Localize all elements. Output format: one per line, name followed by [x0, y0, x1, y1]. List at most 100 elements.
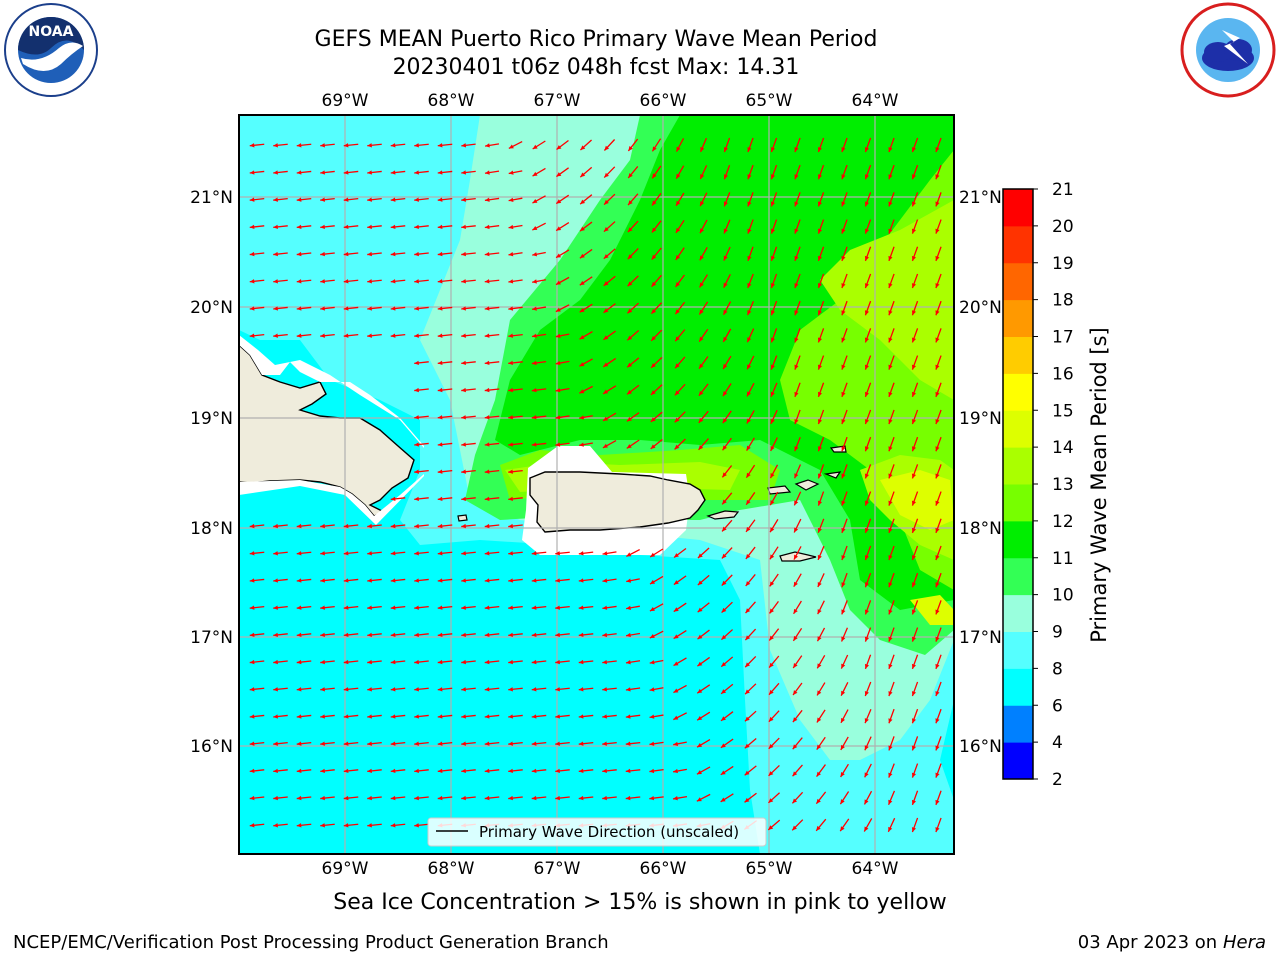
- wave-arrow-head: [367, 279, 372, 284]
- wave-arrow-head: [697, 634, 703, 640]
- wave-arrow-head: [770, 527, 775, 533]
- wave-arrow-head: [579, 280, 585, 286]
- wave-arrow-head: [414, 415, 419, 420]
- wave-arrow-head: [249, 687, 255, 692]
- colorbar-tick-label: 9: [1052, 623, 1063, 643]
- wave-arrow-head: [770, 445, 775, 451]
- wave-arrow-head: [273, 768, 278, 774]
- lon-tick-bottom: 69°W: [322, 859, 369, 879]
- colorbar-tick-label: 6: [1052, 696, 1063, 716]
- wave-arrow-head: [320, 197, 325, 202]
- wave-arrow-head: [579, 389, 585, 394]
- wave-arrow-head: [296, 632, 302, 638]
- wave-arrow-head: [935, 799, 940, 805]
- wave-arrow-head: [343, 143, 349, 148]
- wave-arrow-head: [935, 772, 940, 778]
- wave-arrow-head: [793, 554, 799, 560]
- wave-arrow-head: [580, 199, 586, 205]
- wave-arrow-head: [649, 660, 655, 665]
- wave-arrow-head: [484, 279, 490, 284]
- mona-island: [457, 514, 468, 522]
- wave-arrow-head: [484, 605, 490, 610]
- wave-arrow-head: [531, 687, 537, 692]
- wave-arrow-head: [531, 415, 537, 420]
- wave-arrow-head: [461, 496, 466, 502]
- wave-arrow-head: [604, 199, 609, 205]
- wave-arrow-head: [935, 473, 940, 479]
- wave-arrow-head: [651, 308, 657, 314]
- wave-arrow-head: [602, 605, 608, 610]
- wave-arrow-head: [414, 279, 419, 284]
- wave-arrow-head: [935, 255, 940, 261]
- lat-tick-right: 16°N: [959, 737, 1002, 757]
- colorbar-segment: [1003, 668, 1033, 706]
- wave-arrow-head: [273, 687, 278, 692]
- wave-arrow-head: [722, 445, 727, 451]
- wave-arrow-head: [273, 795, 278, 801]
- wave-arrow-head: [699, 363, 704, 369]
- wave-arrow-head: [249, 768, 255, 774]
- wave-arrow-head: [320, 714, 325, 719]
- wave-arrow-head: [911, 337, 917, 343]
- wave-arrow-head: [461, 170, 466, 175]
- wave-arrow-head: [699, 255, 704, 261]
- wave-arrow-head: [841, 310, 846, 316]
- wave-arrow-head: [840, 717, 846, 723]
- wave-arrow-head: [249, 306, 255, 311]
- wave-arrow-head: [816, 798, 821, 804]
- wave-arrow-head: [675, 363, 680, 369]
- wave-arrow-head: [390, 768, 396, 774]
- wave-arrow-head: [794, 228, 799, 234]
- wave-arrow-head: [484, 224, 490, 230]
- wave-arrow-head: [508, 605, 513, 610]
- wave-arrow-head: [841, 364, 846, 370]
- wave-arrow-head: [296, 143, 302, 148]
- wave-arrow-head: [626, 416, 632, 422]
- footer-date: 03 Apr 2023 on Hera: [1078, 932, 1266, 953]
- wave-arrow-head: [508, 387, 513, 393]
- wave-arrow-head: [722, 391, 728, 397]
- wave-arrow-head: [531, 632, 537, 638]
- wave-arrow-head: [437, 714, 443, 719]
- wave-arrow-head: [555, 578, 560, 583]
- wave-arrow-head: [343, 523, 349, 529]
- wave-arrow-head: [745, 581, 751, 586]
- wave-arrow-head: [578, 741, 584, 746]
- wave-arrow-head: [390, 279, 396, 284]
- wave-arrow-head: [911, 147, 917, 153]
- colorbar-tick-label: 16: [1052, 364, 1074, 384]
- wave-arrow-head: [437, 306, 443, 311]
- wave-arrow-head: [911, 609, 917, 615]
- wave-arrow-head: [697, 553, 703, 559]
- wave-arrow-head: [651, 254, 657, 260]
- wave-arrow-head: [935, 391, 940, 397]
- wave-arrow-head: [531, 578, 537, 583]
- wave-arrow-head: [699, 282, 704, 288]
- wave-arrow-head: [911, 201, 917, 207]
- wave-arrow-head: [273, 279, 278, 284]
- wave-arrow-head: [817, 337, 823, 343]
- wave-arrow-head: [508, 333, 513, 338]
- wave-arrow-head: [768, 744, 774, 749]
- wave-arrow-head: [390, 687, 396, 692]
- wave-arrow-head: [437, 523, 443, 529]
- wave-arrow-head: [320, 823, 325, 828]
- wave-arrow-head: [723, 309, 728, 315]
- wave-arrow-head: [555, 442, 561, 447]
- wave-arrow-head: [770, 473, 775, 479]
- wave-arrow-head: [626, 578, 632, 583]
- wave-arrow-head: [935, 636, 940, 642]
- wave-arrow-head: [508, 252, 514, 257]
- wave-arrow-head: [649, 634, 655, 639]
- wave-arrow-head: [935, 337, 940, 343]
- wave-arrow-head: [484, 387, 490, 393]
- wave-arrow-head: [769, 608, 774, 614]
- lon-tick-bottom: 64°W: [852, 859, 899, 879]
- wave-arrow-head: [817, 364, 823, 370]
- wave-arrow-head: [461, 659, 466, 665]
- wave-arrow-head: [888, 364, 893, 370]
- wave-arrow-head: [343, 741, 349, 746]
- wave-arrow-head: [437, 741, 443, 746]
- hispaniola-land: [239, 344, 415, 517]
- wave-arrow-head: [864, 174, 870, 180]
